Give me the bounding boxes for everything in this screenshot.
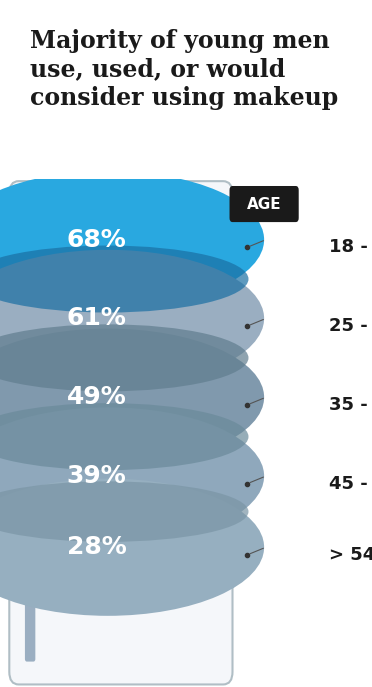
FancyBboxPatch shape [9,181,232,684]
Text: 35 - 44: 35 - 44 [329,396,372,414]
Text: > 54: > 54 [329,545,372,564]
FancyBboxPatch shape [25,596,35,662]
Text: 68%: 68% [67,227,126,251]
Text: Majority of young men
use, used, or would
consider using makeup: Majority of young men use, used, or woul… [30,29,338,111]
Text: 61%: 61% [67,306,126,330]
Text: 45 - 54: 45 - 54 [329,475,372,493]
FancyBboxPatch shape [230,186,299,222]
Text: AGE: AGE [247,196,282,212]
Ellipse shape [0,479,264,616]
Text: 39%: 39% [67,464,126,488]
Ellipse shape [0,328,264,466]
Text: 28%: 28% [67,535,126,559]
Text: 49%: 49% [67,385,126,409]
Text: 25 - 34: 25 - 34 [329,317,372,335]
Ellipse shape [0,482,248,542]
Ellipse shape [0,250,264,387]
Ellipse shape [0,245,248,313]
Text: 18 - 24: 18 - 24 [329,238,372,256]
Ellipse shape [0,403,248,470]
Ellipse shape [0,407,264,545]
Ellipse shape [0,324,248,392]
Ellipse shape [0,171,264,308]
